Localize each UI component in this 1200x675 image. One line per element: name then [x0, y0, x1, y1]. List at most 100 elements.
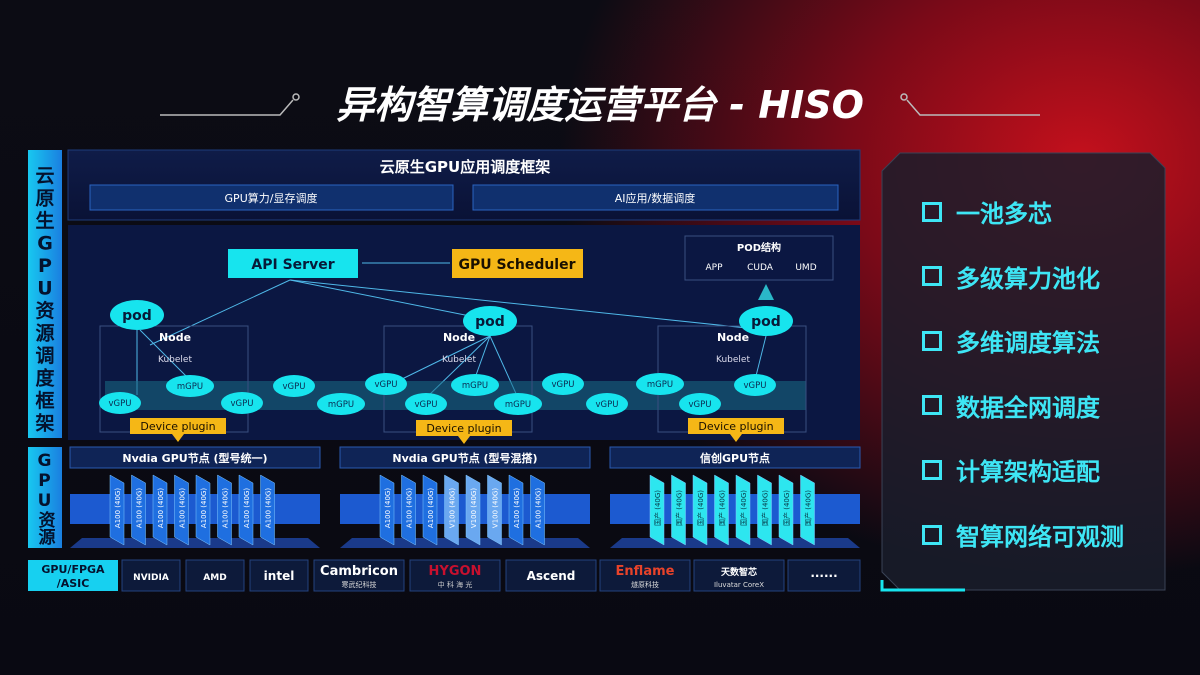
- mgpu-unit[interactable]: [636, 373, 684, 395]
- device-plugin-box[interactable]: [130, 418, 226, 434]
- pod-label: pod: [751, 314, 781, 330]
- gpu-chip[interactable]: [401, 474, 416, 546]
- vendor-logo: [693, 559, 785, 592]
- checkbox-icon: [922, 459, 942, 480]
- gpu-group-title: 信创GPU节点: [700, 451, 770, 465]
- sub-box-ai: [472, 184, 839, 211]
- vgpu-unit[interactable]: [405, 393, 447, 415]
- gpu-chip[interactable]: [152, 474, 168, 546]
- side-label-framework: 云原生 G P U 资源调度框架: [34, 165, 55, 435]
- gpu-chip[interactable]: [487, 474, 502, 546]
- gpu-group-bus: [70, 494, 320, 524]
- down-arrow-icon: [458, 436, 470, 444]
- unit-label: vGPU: [375, 380, 398, 390]
- gpu-chip[interactable]: [692, 474, 708, 546]
- feature-item: 智算网络可观测: [922, 517, 1124, 552]
- device-plugin-box[interactable]: [416, 420, 512, 436]
- gpu-chip[interactable]: [778, 474, 794, 546]
- checkbox-icon: [922, 395, 942, 416]
- vendor-logo: [249, 559, 309, 592]
- vendor-name: ······: [810, 569, 837, 583]
- gpu-chip[interactable]: [195, 474, 211, 546]
- vgpu-unit[interactable]: [734, 374, 776, 396]
- vendor-label-box: [28, 560, 118, 591]
- sub-box-gpu-label: GPU算力/显存调度: [225, 191, 318, 205]
- unit-label: vGPU: [552, 380, 575, 390]
- device-plugin-label: Device plugin: [140, 420, 215, 433]
- vendor-name: intel: [264, 569, 295, 583]
- gpu-chip[interactable]: [260, 474, 275, 546]
- gpu-chip-label: A100 (40G): [384, 488, 392, 528]
- api-server-box[interactable]: [228, 249, 358, 278]
- gpu-chip-label: A100 (40G): [179, 488, 187, 528]
- unit-label: mGPU: [505, 400, 531, 410]
- gpu-chip[interactable]: [735, 474, 751, 546]
- feature-label: 多级算力池化: [956, 264, 1100, 293]
- vendor-name: NVIDIA: [133, 573, 169, 583]
- gpu-chip[interactable]: [800, 474, 815, 546]
- mgpu-unit[interactable]: [317, 393, 365, 415]
- gpu-chip[interactable]: [530, 474, 545, 546]
- vgpu-unit[interactable]: [542, 373, 584, 395]
- mgpu-unit[interactable]: [451, 374, 499, 396]
- vendor-name: Ascend: [527, 569, 576, 583]
- vgpu-unit[interactable]: [99, 392, 141, 414]
- mgpu-unit[interactable]: [166, 375, 214, 397]
- feature-label: 智算网络可观测: [956, 523, 1124, 551]
- gpu-scheduler-box[interactable]: [452, 249, 583, 278]
- pod-ellipse[interactable]: [463, 306, 517, 336]
- checkbox-icon: [922, 524, 942, 545]
- feature-item: 多维调度算法: [922, 323, 1100, 358]
- checkbox-icon: [922, 201, 942, 222]
- vendor-label-line2: /ASIC: [57, 577, 90, 590]
- gpu-chip[interactable]: [671, 474, 686, 546]
- gpu-chip[interactable]: [508, 474, 524, 546]
- device-plugin-box[interactable]: [688, 418, 784, 434]
- gpu-chip[interactable]: [465, 474, 481, 546]
- gpu-chip[interactable]: [422, 474, 438, 546]
- gpu-chip-label: A100 (40G): [427, 488, 435, 528]
- feature-item: 计算架构适配: [922, 452, 1100, 487]
- vgpu-unit[interactable]: [365, 373, 407, 395]
- gpu-group-bus: [340, 494, 590, 524]
- mgpu-unit[interactable]: [494, 393, 542, 415]
- gpu-group-header: [69, 446, 321, 469]
- gpu-chip[interactable]: [379, 474, 395, 546]
- unit-label: vGPU: [596, 400, 619, 410]
- gpu-chip-label: A100 (40G): [265, 488, 273, 528]
- gpu-chip[interactable]: [131, 474, 146, 546]
- gpu-chip[interactable]: [714, 474, 729, 546]
- gpu-chip[interactable]: [444, 474, 459, 546]
- gpu-chip-label: 国产 (40G): [675, 490, 684, 526]
- unit-label: mGPU: [647, 380, 673, 390]
- gpu-chip-label: A100 (40G): [535, 488, 543, 528]
- gpu-chip[interactable]: [109, 474, 125, 546]
- vgpu-unit[interactable]: [221, 392, 263, 414]
- vgpu-unit[interactable]: [679, 393, 721, 415]
- vendor-logo: [409, 559, 501, 592]
- sub-box-ai-label: AI应用/数据调度: [615, 191, 695, 205]
- vendor-label-line1: GPU/FPGA: [41, 563, 105, 576]
- feature-label: 多维调度算法: [956, 329, 1100, 358]
- gpu-chip-label: A100 (40G): [243, 488, 251, 528]
- gpu-chip[interactable]: [217, 474, 232, 546]
- pod-ellipse[interactable]: [110, 300, 164, 330]
- gpu-chip-label: 国产 (40G): [653, 490, 662, 526]
- gpu-chip-label: A100 (40G): [157, 488, 165, 528]
- pod-ellipse[interactable]: [739, 306, 793, 336]
- sub-box-gpu: [89, 184, 454, 211]
- gpu-chip[interactable]: [174, 474, 189, 546]
- gpu-chip[interactable]: [649, 474, 665, 546]
- unit-label: vGPU: [283, 382, 306, 392]
- framework-header: 云原生GPU应用调度框架: [380, 158, 551, 176]
- gpu-chip[interactable]: [238, 474, 254, 546]
- vgpu-unit[interactable]: [273, 375, 315, 397]
- unit-label: vGPU: [109, 399, 132, 409]
- node-label: Node: [443, 331, 475, 344]
- vendor-name: 天数智芯: [721, 566, 757, 578]
- kubelet-label: Kubelet: [158, 355, 192, 365]
- gpu-chip[interactable]: [757, 474, 772, 546]
- vgpu-unit[interactable]: [586, 393, 628, 415]
- unit-label: vGPU: [231, 399, 254, 409]
- device-plugin-label: Device plugin: [426, 422, 501, 435]
